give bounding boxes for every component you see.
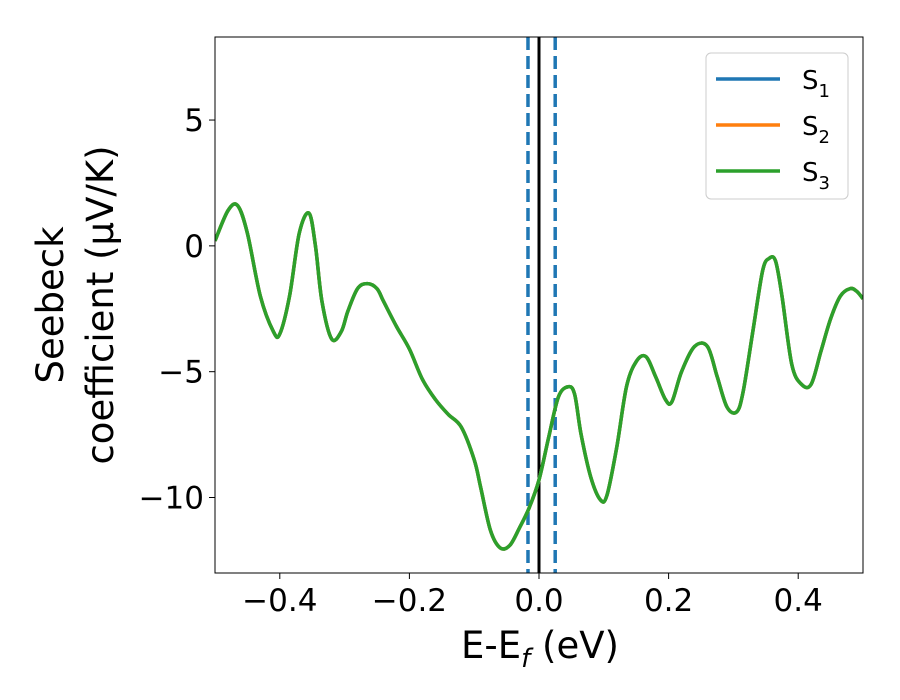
series-lines [215,202,863,551]
x-axis: −0.4 −0.2 0.0 0.2 0.4 [242,573,823,619]
legend-label-s2: S2 [802,112,830,148]
series-line-s3 [215,202,863,551]
x-tick-label: −0.2 [372,583,447,619]
legend-label-s3: S3 [802,158,830,194]
legend-label-s1: S1 [802,66,830,102]
legend: S1 S2 S3 [705,52,849,200]
vertical-lines [526,37,557,573]
x-tick-label: 0.2 [644,583,693,619]
y-axis-label-line1: Seebeck [29,226,72,384]
x-axis-label: E-Ef (eV) [461,624,619,674]
y-axis-label-line2: coefficient (μV/K) [79,145,122,464]
y-tick-label: 0 [184,229,204,265]
y-tick-label: −10 [139,481,204,517]
x-tick-label: 0.0 [514,583,563,619]
y-tick-label: −5 [158,355,204,391]
x-tick-label: −0.4 [242,583,317,619]
x-tick-label: 0.4 [774,583,823,619]
y-tick-label: 5 [184,103,204,139]
y-axis: −10 −5 0 5 [139,103,215,517]
